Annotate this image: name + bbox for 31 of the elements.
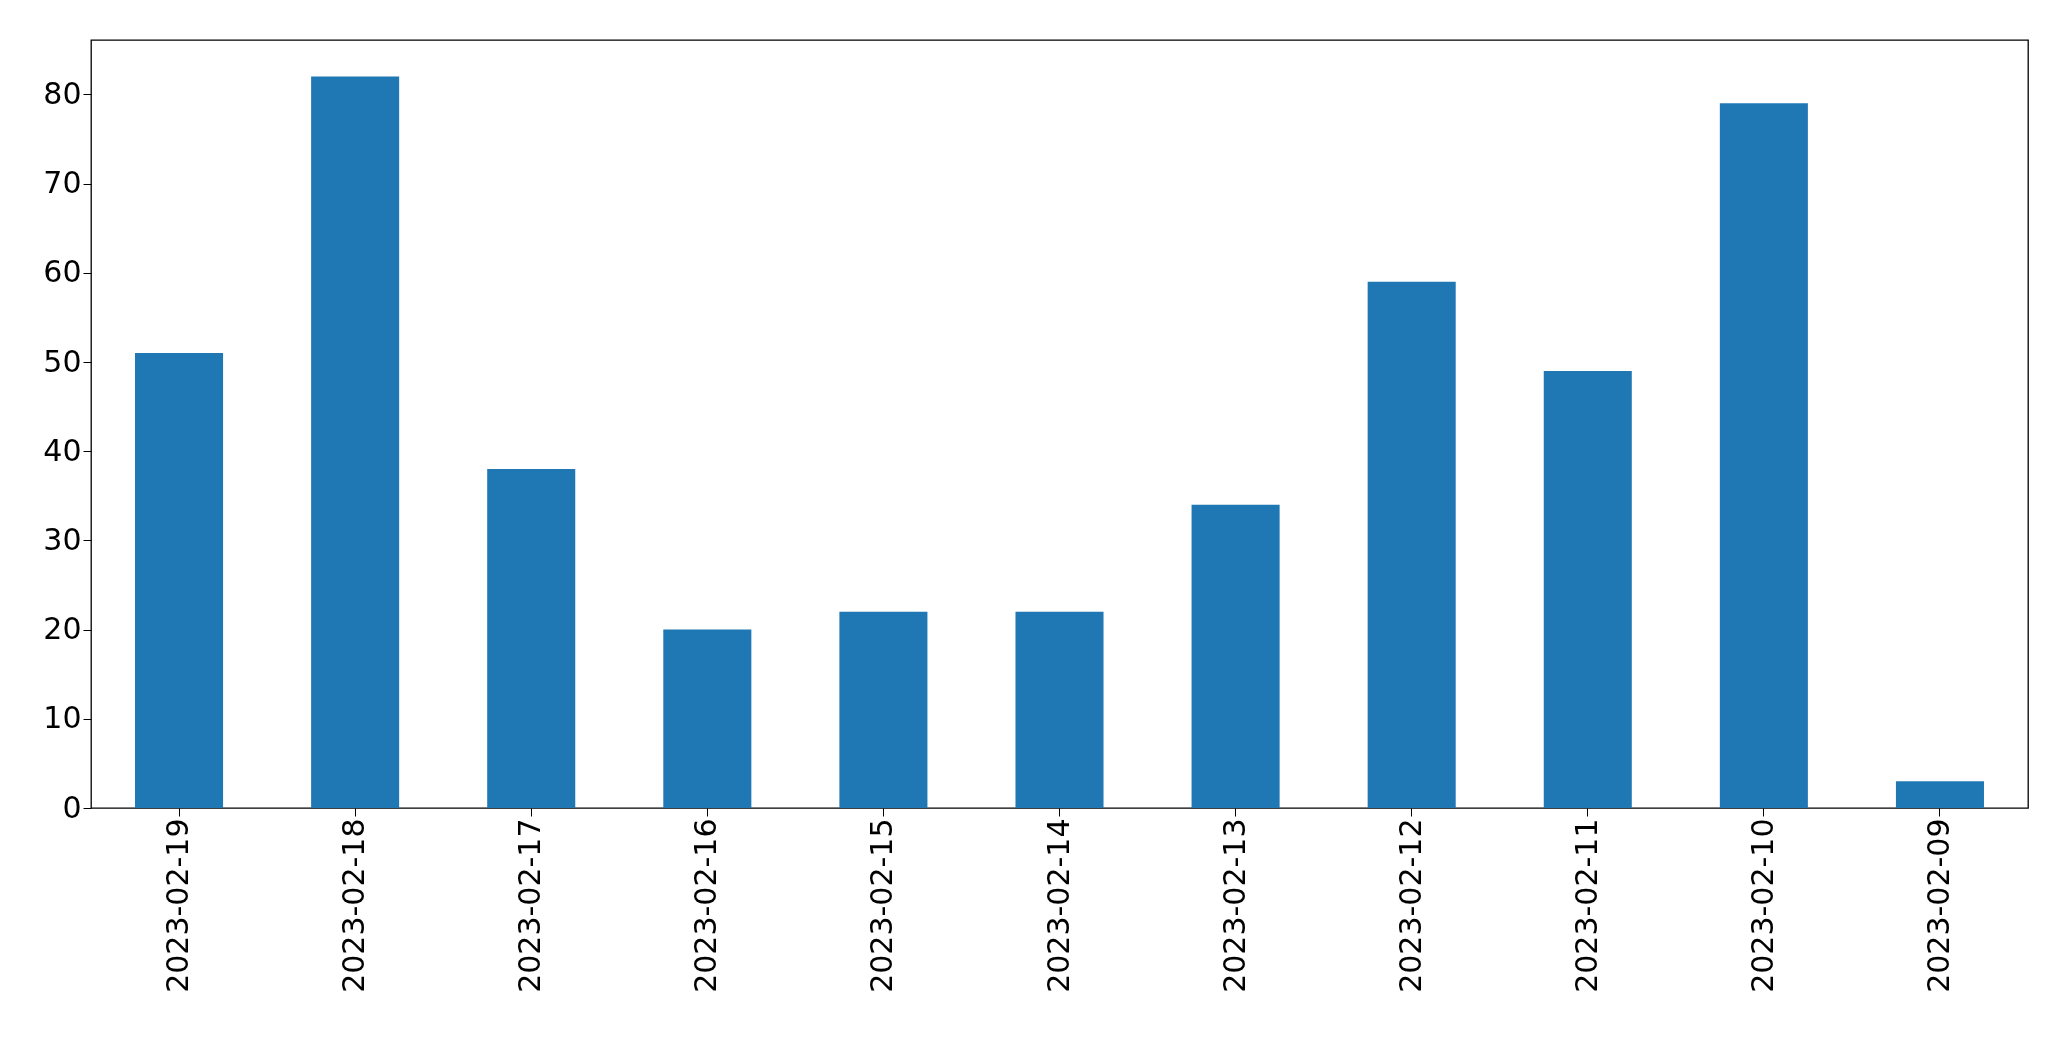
bar bbox=[135, 353, 224, 808]
y-tick-label: 40 bbox=[43, 432, 82, 468]
y-tick-label: 10 bbox=[43, 700, 82, 736]
bar bbox=[1367, 281, 1456, 808]
y-tick-label: 80 bbox=[43, 75, 82, 111]
x-tick-label: 2023-02-18 bbox=[336, 818, 372, 993]
x-tick-label: 2023-02-09 bbox=[1920, 818, 1956, 993]
x-tick-label: 2023-02-17 bbox=[512, 818, 548, 993]
x-tick-label: 2023-02-15 bbox=[864, 818, 900, 993]
y-tick-label: 20 bbox=[43, 611, 82, 647]
bar bbox=[1191, 504, 1280, 808]
bar bbox=[1719, 103, 1808, 808]
bar bbox=[839, 611, 928, 808]
y-tick-label: 70 bbox=[43, 165, 82, 201]
y-tick-label: 50 bbox=[43, 343, 82, 379]
x-tick-label: 2023-02-16 bbox=[688, 818, 724, 993]
bar bbox=[487, 469, 576, 808]
x-tick-label: 2023-02-11 bbox=[1568, 818, 1604, 993]
x-tick-label: 2023-02-12 bbox=[1392, 818, 1428, 993]
bar bbox=[1015, 611, 1104, 808]
y-tick-label: 30 bbox=[43, 521, 82, 557]
bar bbox=[1895, 781, 1984, 808]
x-tick-label: 2023-02-13 bbox=[1216, 818, 1252, 993]
x-tick-label: 2023-02-14 bbox=[1040, 818, 1076, 993]
bar bbox=[1543, 370, 1632, 808]
x-tick-label: 2023-02-19 bbox=[160, 818, 196, 993]
bar bbox=[311, 76, 400, 808]
x-tick-label: 2023-02-10 bbox=[1744, 818, 1780, 993]
bar bbox=[663, 629, 752, 808]
y-tick-label: 60 bbox=[43, 254, 82, 290]
y-tick-label: 0 bbox=[62, 789, 82, 825]
